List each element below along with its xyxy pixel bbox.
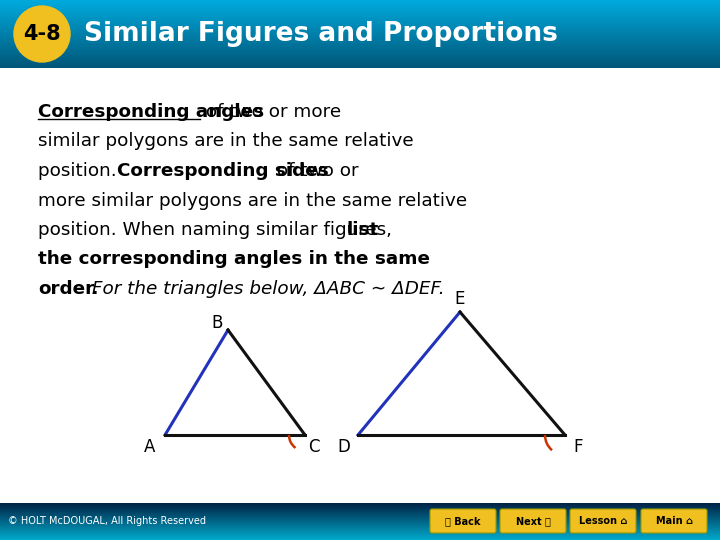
Text: E: E bbox=[455, 290, 465, 308]
Text: the corresponding angles in the same: the corresponding angles in the same bbox=[38, 251, 430, 268]
Text: position. When naming similar figures,: position. When naming similar figures, bbox=[38, 221, 397, 239]
Text: Next 〉: Next 〉 bbox=[516, 516, 550, 526]
FancyBboxPatch shape bbox=[641, 509, 707, 533]
Text: 4-8: 4-8 bbox=[23, 24, 60, 44]
FancyBboxPatch shape bbox=[500, 509, 566, 533]
Text: more similar polygons are in the same relative: more similar polygons are in the same re… bbox=[38, 192, 467, 210]
Text: A: A bbox=[143, 438, 155, 456]
Text: position.: position. bbox=[38, 162, 122, 180]
Text: list: list bbox=[347, 221, 379, 239]
Text: 〈 Back: 〈 Back bbox=[445, 516, 481, 526]
Text: Corresponding angles: Corresponding angles bbox=[38, 103, 264, 121]
Text: © HOLT McDOUGAL, All Rights Reserved: © HOLT McDOUGAL, All Rights Reserved bbox=[8, 516, 206, 526]
Circle shape bbox=[14, 6, 70, 62]
Text: C: C bbox=[308, 438, 320, 456]
Text: D: D bbox=[337, 438, 350, 456]
Text: B: B bbox=[212, 314, 223, 332]
FancyBboxPatch shape bbox=[570, 509, 636, 533]
Text: Corresponding sides: Corresponding sides bbox=[117, 162, 329, 180]
Text: Lesson ⌂: Lesson ⌂ bbox=[579, 516, 627, 526]
Text: Similar Figures and Proportions: Similar Figures and Proportions bbox=[84, 21, 558, 47]
Text: F: F bbox=[573, 438, 582, 456]
Text: Main ⌂: Main ⌂ bbox=[655, 516, 693, 526]
FancyBboxPatch shape bbox=[430, 509, 496, 533]
Text: of two or more: of two or more bbox=[199, 103, 341, 121]
Text: For the triangles below, ΔABC ∼ ΔDEF.: For the triangles below, ΔABC ∼ ΔDEF. bbox=[86, 280, 445, 298]
Text: order.: order. bbox=[38, 280, 99, 298]
Text: of two or: of two or bbox=[271, 162, 359, 180]
Text: similar polygons are in the same relative: similar polygons are in the same relativ… bbox=[38, 132, 413, 151]
